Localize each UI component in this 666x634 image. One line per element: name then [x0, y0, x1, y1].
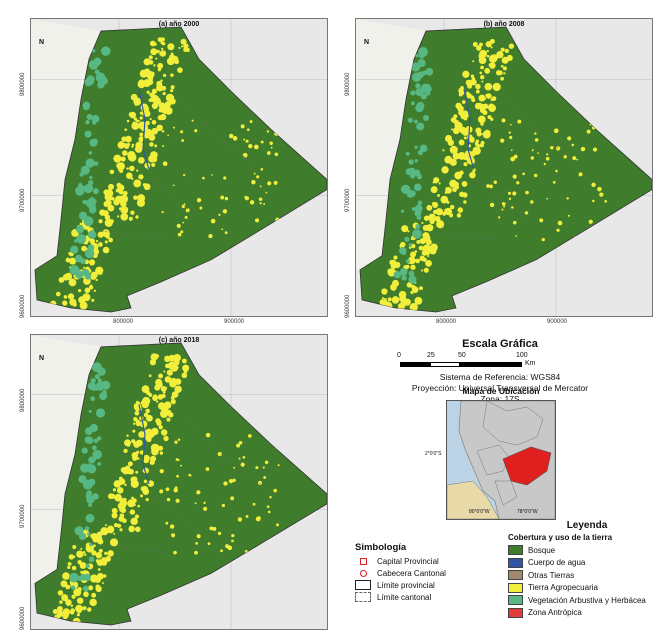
legend-item: Tierra Agropecuaria [508, 582, 666, 595]
sym-item-limite-cantonal: Límite cantonal [355, 591, 505, 603]
y-tick-a-2: 9700000 [20, 188, 26, 212]
y-tick-b-1: 9800000 [345, 72, 351, 96]
scale-tick-100: 100 [516, 352, 528, 359]
panel-title-a: (a) año 2000 [158, 21, 200, 28]
legend-swatch [508, 582, 523, 593]
map-svg [31, 335, 327, 629]
legend-swatch [508, 607, 523, 618]
y-tick-a-1: 9800000 [20, 72, 26, 96]
location-map: 2°0'0"S 80°0'0"W 78°0'0"W [425, 400, 556, 520]
x-tick-a-1: 800000 [113, 319, 134, 325]
legend-item: Vegetación Arbustiva y Herbácea [508, 594, 666, 607]
legend-item: Bosque [508, 544, 666, 557]
circle-icon [355, 569, 371, 578]
location-lat-label: 2°0'0"S [425, 451, 442, 457]
legend-swatch [508, 570, 523, 581]
legend-items: Bosque Cuerpo de agua Otras Tierras Tierra … [508, 544, 666, 619]
legend: Leyenda Cobertura y uso de la tierra Bos… [508, 520, 666, 619]
legend-label: Cuerpo de agua [528, 558, 586, 568]
map-panel-c: (c) año 2018 N [30, 334, 328, 630]
square-icon [355, 557, 371, 566]
map-panel-a: (a) año 2000 N [30, 18, 328, 317]
sym-item-limite-provincial: Límite provincial [355, 579, 505, 591]
map-panel-b: (b) año 2008 N [355, 18, 653, 317]
projection-line-2: Proyección: Universal Transversal de Mer… [411, 383, 589, 393]
scale-block: Escala Gráfica 0 25 50 100 Km Sistema de… [380, 338, 620, 405]
sym-item-capital: Capital Provincial [355, 555, 505, 567]
simbologia-title: Simbología [355, 542, 407, 553]
legend-item: Cuerpo de agua [508, 557, 666, 570]
scale-title: Escala Gráfica [462, 338, 538, 350]
y-tick-b-3: 9600000 [345, 294, 351, 318]
legend-subtitle: Cobertura y uso de la tierra [508, 533, 613, 542]
north-arrow: N [364, 39, 370, 46]
legend-label: Bosque [528, 545, 556, 555]
y-tick-b-2: 9700000 [345, 188, 351, 212]
panel-title-c: (c) año 2018 [158, 337, 200, 344]
legend-label: Zona Antrópica [528, 608, 582, 618]
legend-title: Leyenda [566, 520, 608, 531]
y-tick-c-2: 9700000 [20, 504, 26, 528]
panel-title-b: (b) año 2008 [483, 21, 525, 28]
legend-label: Vegetación Arbustiva y Herbácea [528, 595, 646, 605]
legend-item: Otras Tierras [508, 569, 666, 582]
scale-tick-50: 50 [458, 352, 466, 359]
legend-swatch [508, 545, 523, 556]
scale-tick-0: 0 [397, 352, 401, 359]
map-svg [356, 19, 652, 316]
sym-label: Capital Provincial [377, 556, 439, 566]
sym-label: Límite cantonal [377, 592, 432, 602]
x-tick-b-1: 800000 [436, 319, 457, 325]
legend-label: Otras Tierras [528, 570, 575, 580]
y-tick-c-1: 9800000 [20, 388, 26, 412]
x-tick-a-2: 900000 [224, 319, 245, 325]
projection-line-1: Sistema de Referencia: WGS84 [439, 372, 561, 382]
scale-tick-25: 25 [427, 352, 435, 359]
legend-label: Tierra Agropecuaria [528, 583, 598, 593]
location-map-title: Mapa de Ubicación [462, 386, 540, 396]
x-tick-b-2: 900000 [547, 319, 568, 325]
map-svg [31, 19, 327, 316]
location-lon-label-2: 78°0'0"W [517, 509, 538, 515]
sym-label: Límite provincial [377, 580, 435, 590]
solid-box-icon [355, 580, 371, 590]
legend-item: Zona Antrópica [508, 607, 666, 620]
y-tick-c-3: 9600000 [20, 606, 26, 630]
legend-swatch [508, 557, 523, 568]
dashed-box-icon [355, 592, 371, 602]
location-lon-label-1: 80°0'0"W [469, 509, 490, 515]
scale-bar: 0 25 50 100 Km [397, 352, 600, 372]
projection-line-3: Zona: 17S [480, 394, 520, 404]
sym-item-cabecera: Cabecera Cantonal [355, 567, 505, 579]
north-arrow: N [39, 39, 45, 46]
scale-unit: Km [525, 360, 536, 367]
legend-swatch [508, 595, 523, 606]
location-map-title-wrap: Mapa de Ubicación [446, 386, 556, 396]
sym-label: Cabecera Cantonal [377, 568, 446, 578]
north-arrow: N [39, 355, 45, 362]
simbologia: Simbología Capital Provincial Cabecera C… [355, 542, 505, 603]
y-tick-a-3: 9600000 [20, 294, 26, 318]
